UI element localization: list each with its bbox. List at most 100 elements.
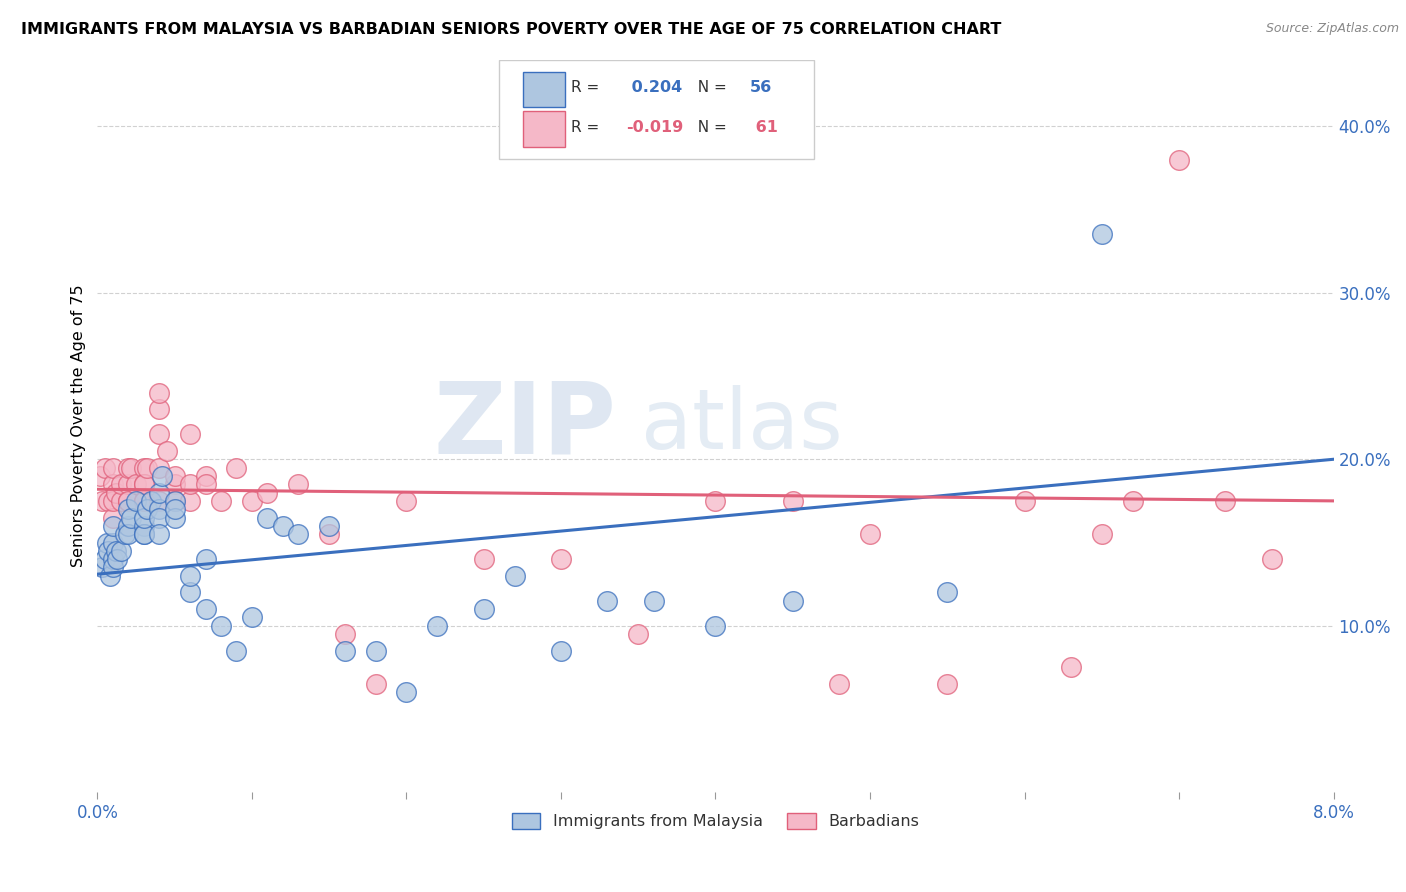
Point: [132, 510, 155, 524]
Point: [828, 677, 851, 691]
Point: [1014, 494, 1036, 508]
Point: [287, 527, 309, 541]
Point: [101, 519, 124, 533]
FancyBboxPatch shape: [499, 60, 814, 159]
Point: [503, 569, 526, 583]
Point: [209, 619, 232, 633]
Point: [163, 494, 186, 508]
Point: [97, 494, 120, 508]
Point: [1122, 494, 1144, 508]
Point: [94, 552, 117, 566]
Point: [101, 535, 124, 549]
Text: R =: R =: [571, 120, 605, 135]
Point: [395, 494, 418, 508]
Point: [132, 494, 155, 508]
Text: 0.204: 0.204: [627, 79, 683, 95]
Point: [782, 594, 804, 608]
Point: [125, 494, 148, 508]
Point: [132, 494, 155, 508]
Point: [364, 677, 387, 691]
Text: 56: 56: [751, 79, 772, 95]
Point: [179, 569, 201, 583]
Point: [132, 527, 155, 541]
Point: [117, 527, 139, 541]
Point: [225, 644, 247, 658]
Point: [627, 627, 650, 641]
Point: [194, 602, 217, 616]
Point: [1060, 660, 1083, 674]
Point: [104, 544, 127, 558]
Text: -0.019: -0.019: [627, 120, 683, 135]
Text: atlas: atlas: [641, 385, 844, 467]
Point: [287, 477, 309, 491]
Point: [240, 610, 263, 624]
Point: [156, 444, 179, 458]
Point: [395, 685, 418, 699]
Point: [550, 644, 572, 658]
Point: [107, 552, 129, 566]
Point: [1168, 153, 1191, 167]
Point: [101, 460, 124, 475]
Point: [125, 477, 148, 491]
Point: [148, 494, 170, 508]
Point: [148, 427, 170, 442]
FancyBboxPatch shape: [523, 112, 565, 146]
Point: [148, 527, 170, 541]
Point: [163, 510, 186, 524]
Point: [550, 552, 572, 566]
Point: [135, 460, 157, 475]
Point: [141, 494, 163, 508]
Point: [472, 552, 495, 566]
Point: [163, 494, 186, 508]
Point: [132, 477, 155, 491]
Point: [110, 477, 132, 491]
Point: [333, 627, 356, 641]
Point: [318, 527, 340, 541]
Point: [110, 544, 132, 558]
Point: [1215, 494, 1237, 508]
Text: IMMIGRANTS FROM MALAYSIA VS BARBADIAN SENIORS POVERTY OVER THE AGE OF 75 CORRELA: IMMIGRANTS FROM MALAYSIA VS BARBADIAN SE…: [21, 22, 1001, 37]
Point: [96, 535, 118, 549]
Point: [135, 502, 157, 516]
Point: [132, 477, 155, 491]
Point: [1261, 552, 1284, 566]
Point: [364, 644, 387, 658]
Text: N =: N =: [689, 79, 733, 95]
Point: [117, 477, 139, 491]
Point: [101, 552, 124, 566]
Point: [101, 510, 124, 524]
Point: [179, 427, 201, 442]
Point: [101, 494, 124, 508]
Point: [426, 619, 449, 633]
Point: [596, 594, 619, 608]
Point: [704, 619, 727, 633]
Point: [97, 544, 120, 558]
Point: [117, 460, 139, 475]
Point: [132, 460, 155, 475]
Point: [1091, 227, 1114, 242]
Point: [148, 485, 170, 500]
Point: [114, 527, 136, 541]
Point: [209, 494, 232, 508]
Point: [101, 477, 124, 491]
Point: [117, 519, 139, 533]
Point: [94, 460, 117, 475]
Point: [643, 594, 665, 608]
Text: R =: R =: [571, 79, 605, 95]
Point: [150, 469, 173, 483]
Point: [132, 527, 155, 541]
Legend: Immigrants from Malaysia, Barbadians: Immigrants from Malaysia, Barbadians: [505, 806, 925, 836]
Point: [91, 494, 114, 508]
Point: [318, 519, 340, 533]
Point: [117, 494, 139, 508]
Point: [101, 560, 124, 574]
Point: [704, 494, 727, 508]
Point: [148, 402, 170, 417]
Point: [782, 494, 804, 508]
Point: [132, 519, 155, 533]
Point: [225, 460, 247, 475]
Point: [163, 502, 186, 516]
Point: [117, 502, 139, 516]
Point: [110, 494, 132, 508]
Point: [148, 460, 170, 475]
